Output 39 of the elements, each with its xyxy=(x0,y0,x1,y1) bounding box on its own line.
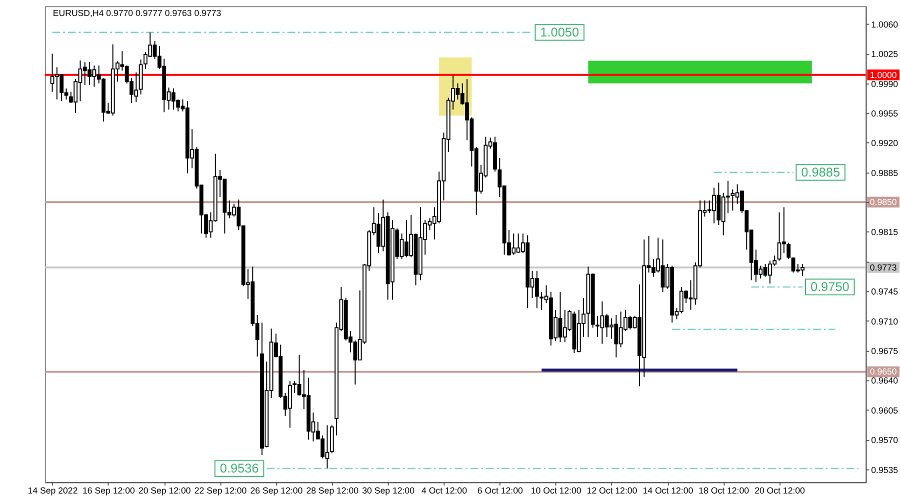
ref-line-label: 0.9650 xyxy=(870,366,897,377)
y-tick-label: 0.9990 xyxy=(871,78,898,89)
y-tick-label: 0.9570 xyxy=(871,435,898,446)
x-tick-label: 6 Oct 12:00 xyxy=(477,485,523,496)
y-tick-label: 0.9815 xyxy=(871,227,898,238)
y-tick-label: 0.9710 xyxy=(871,316,898,326)
x-tick-label: 20 Oct 12:00 xyxy=(754,485,806,496)
y-tick-label: 1.0060 xyxy=(871,19,898,30)
ref-line-label: 0.9850 xyxy=(870,197,897,208)
y-tick-label: 0.9675 xyxy=(871,346,898,356)
ref-line-label: 1.0000 xyxy=(870,70,897,80)
series-label: 0.9750 xyxy=(810,278,850,294)
x-tick-label: 14 Oct 12:00 xyxy=(642,485,694,496)
x-tick-label: 10 Oct 12:00 xyxy=(530,485,582,496)
y-tick-label: 0.9745 xyxy=(871,286,898,297)
chart-title: EURUSD,H4 0.9770 0.9777 0.9763 0.9773 xyxy=(52,8,222,18)
x-tick-label: 4 Oct 12:00 xyxy=(421,485,468,496)
series-label: 0.9536 xyxy=(220,460,259,476)
y-tick-label: 0.9885 xyxy=(871,168,898,178)
series-label: 0.9885 xyxy=(801,164,840,180)
candlestick xyxy=(288,380,292,428)
ref-line-label: 0.9773 xyxy=(870,262,897,272)
x-tick-label: 14 Sep 2022 xyxy=(28,485,78,496)
y-tick-label: 0.9605 xyxy=(871,405,898,416)
x-tick-label: 28 Sep 12:00 xyxy=(306,485,359,496)
x-tick-label: 20 Sep 12:00 xyxy=(138,485,191,496)
y-tick-label: 0.9955 xyxy=(871,108,898,118)
y-tick-label: 1.0025 xyxy=(871,49,898,60)
x-tick-label: 18 Oct 12:00 xyxy=(698,485,750,496)
x-tick-label: 30 Sep 12:00 xyxy=(362,485,415,496)
y-tick-label: 0.9535 xyxy=(871,464,898,475)
x-tick-label: 12 Oct 12:00 xyxy=(586,485,638,496)
x-tick-label: 16 Sep 12:00 xyxy=(82,485,135,496)
series-label: 1.0050 xyxy=(540,24,580,40)
x-tick-label: 22 Sep 12:00 xyxy=(194,485,247,496)
candlestick xyxy=(292,380,297,394)
x-tick-label: 26 Sep 12:00 xyxy=(250,485,303,496)
y-tick-label: 0.9920 xyxy=(871,138,898,148)
y-tick-label: 0.9640 xyxy=(871,376,898,386)
